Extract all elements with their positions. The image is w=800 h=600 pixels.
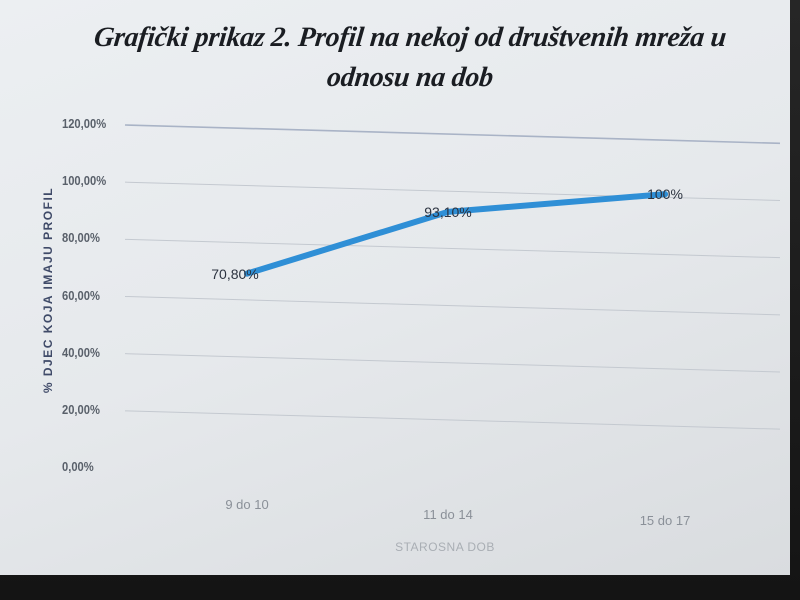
- gridline: [124, 353, 781, 373]
- data-label: 70,80%: [211, 265, 259, 282]
- y-tick-label: 100,00%: [62, 173, 107, 189]
- y-tick-label: 120,00%: [62, 116, 107, 131]
- x-axis-title: STAROSNA DOB: [395, 540, 495, 554]
- chart-title-line-1: Grafički prikaz 2. Profil na nekoj od dr…: [92, 22, 728, 53]
- y-axis-title: % DJEC KOJA IMAJU PROFIL: [41, 186, 55, 394]
- data-label: 93,10%: [424, 203, 472, 220]
- y-tick-label: 20,00%: [62, 401, 100, 417]
- data-point: [244, 270, 250, 277]
- y-tick-label: 60,00%: [62, 287, 100, 303]
- y-tick-label: 40,00%: [62, 344, 100, 360]
- gridline: [124, 296, 781, 316]
- gridline: [124, 181, 781, 202]
- gridline: [124, 410, 781, 430]
- y-tick-label: 0,00%: [62, 459, 94, 474]
- data-point: [445, 208, 451, 215]
- chart-title-line-2: odnosu na dob: [325, 62, 495, 93]
- gridline: [124, 124, 781, 145]
- series-layer: [244, 191, 668, 277]
- x-tick-label: 11 do 14: [423, 507, 473, 522]
- data-point: [662, 191, 668, 198]
- x-tick-label: 9 do 10: [225, 497, 269, 512]
- gridline: [124, 238, 781, 259]
- x-tick-label: 15 do 17: [639, 513, 691, 528]
- chart-screen: Grafički prikaz 2. Profil na nekoj od dr…: [0, 0, 790, 575]
- gridlines: [124, 124, 781, 430]
- data-label: 100%: [647, 186, 683, 203]
- y-tick-label: 80,00%: [62, 230, 100, 246]
